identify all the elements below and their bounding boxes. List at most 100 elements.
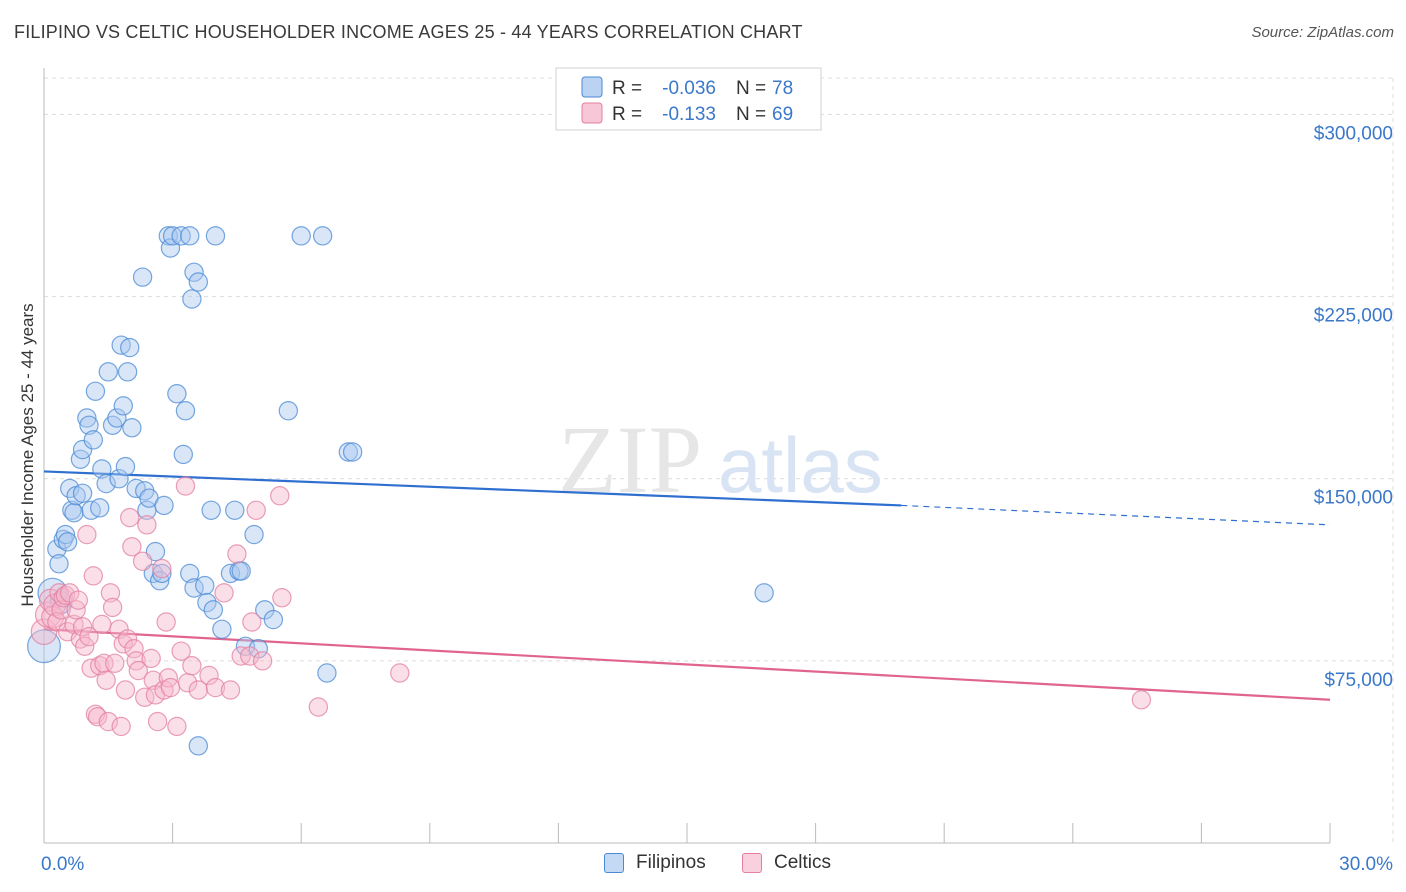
x-tick-labels: 0.0% 30.0% <box>41 854 1393 875</box>
point-celtic <box>51 600 71 620</box>
point-filipino <box>109 469 129 489</box>
point-celtic <box>122 537 142 557</box>
point-filipino <box>225 500 245 520</box>
point-filipino <box>77 408 97 428</box>
point-celtic <box>147 711 168 732</box>
point-celtic <box>132 551 153 571</box>
point-filipino <box>79 415 99 435</box>
point-celtic <box>390 663 410 683</box>
point-celtic <box>141 648 161 669</box>
legend-series: Filipinos Celtics <box>0 852 1406 878</box>
point-filipino <box>27 629 61 664</box>
point-filipino <box>49 554 69 574</box>
point-celtic <box>115 680 136 700</box>
point-filipino <box>55 524 76 545</box>
point-filipino <box>197 592 217 613</box>
point-celtic <box>246 500 266 520</box>
point-celtic <box>30 618 58 646</box>
point-filipino <box>122 418 142 438</box>
point-celtic <box>152 558 172 579</box>
point-filipino <box>278 401 299 421</box>
point-celtic <box>182 656 202 676</box>
legend-r-value-filipinos: -0.036 <box>662 78 716 99</box>
point-filipino <box>263 609 284 630</box>
point-filipino <box>188 272 209 292</box>
point-celtic <box>171 641 191 661</box>
axes <box>43 68 1331 844</box>
trend-line-celtics <box>43 628 1331 701</box>
point-celtic <box>270 486 290 506</box>
chart-title: FILIPINO VS CELTIC HOUSEHOLDER INCOME AG… <box>14 22 803 42</box>
point-filipino <box>85 381 106 401</box>
point-celtic <box>47 612 67 632</box>
legend-swatch-celtics <box>742 853 762 873</box>
point-celtic <box>272 588 292 608</box>
point-filipino <box>203 600 224 620</box>
point-celtic <box>124 639 144 659</box>
point-celtic <box>1131 690 1152 710</box>
legend-r-label-celtics: R = <box>612 104 642 125</box>
legend-n-label-celtics: N = <box>736 104 766 125</box>
point-filipino <box>205 226 226 246</box>
point-celtic <box>96 670 116 690</box>
point-filipino <box>152 563 172 584</box>
legend-n-value-celtics: 69 <box>772 104 793 125</box>
point-celtic <box>156 612 176 632</box>
point-celtic <box>128 660 148 681</box>
point-filipino <box>96 473 116 494</box>
point-filipino <box>70 449 91 469</box>
point-filipino <box>244 524 264 545</box>
x-tick-label: 30.0% <box>1339 854 1393 875</box>
point-celtic <box>240 646 260 666</box>
point-celtic <box>214 583 234 603</box>
point-celtic <box>105 653 125 673</box>
point-celtic <box>160 677 181 698</box>
point-filipino <box>92 459 112 479</box>
point-celtic <box>68 590 88 610</box>
data-points <box>27 226 1152 756</box>
point-filipino <box>57 532 78 552</box>
point-celtic <box>100 583 121 603</box>
point-celtic <box>98 711 118 732</box>
point-celtic <box>205 677 226 698</box>
point-celtic <box>75 636 95 656</box>
point-filipino <box>754 583 774 603</box>
watermark-atlas: atlas <box>718 421 883 509</box>
point-filipino <box>150 571 170 591</box>
point-celtic <box>252 651 273 671</box>
y-tick-label: $225,000 <box>1314 306 1393 327</box>
point-celtic <box>79 626 99 647</box>
point-celtic <box>227 544 247 564</box>
point-celtic <box>120 507 140 528</box>
point-filipino <box>317 663 337 683</box>
point-celtic <box>87 707 108 727</box>
point-filipino <box>195 575 215 596</box>
legend-n-value-filipinos: 78 <box>772 78 793 99</box>
point-filipino <box>72 439 93 460</box>
point-celtic <box>117 629 138 649</box>
point-filipino <box>180 563 200 584</box>
point-celtic <box>94 653 114 673</box>
point-filipino <box>132 267 153 287</box>
legend-r-label-filipinos: R = <box>612 78 642 99</box>
point-celtic <box>308 697 329 717</box>
point-celtic <box>111 716 131 737</box>
point-filipino <box>188 736 209 756</box>
point-filipino <box>90 498 110 518</box>
legend-n-label-filipinos: N = <box>736 78 766 99</box>
y-tick-label: $75,000 <box>1324 670 1393 691</box>
point-celtic <box>158 668 179 688</box>
legend-item-filipinos: Filipinos <box>604 852 706 874</box>
y-axis-label: Householder Income Ages 25 - 44 years <box>18 303 37 606</box>
point-filipino <box>117 362 138 382</box>
watermark: ZIP atlas <box>558 406 883 513</box>
point-filipino <box>312 226 333 246</box>
legend-item-celtics: Celtics <box>742 852 831 874</box>
point-filipino <box>64 503 84 523</box>
point-celtic <box>167 716 187 737</box>
point-celtic <box>77 524 97 545</box>
point-filipino <box>115 456 136 477</box>
point-filipino <box>72 483 93 503</box>
point-filipino <box>338 442 359 462</box>
x-tick-label: 0.0% <box>41 854 84 875</box>
